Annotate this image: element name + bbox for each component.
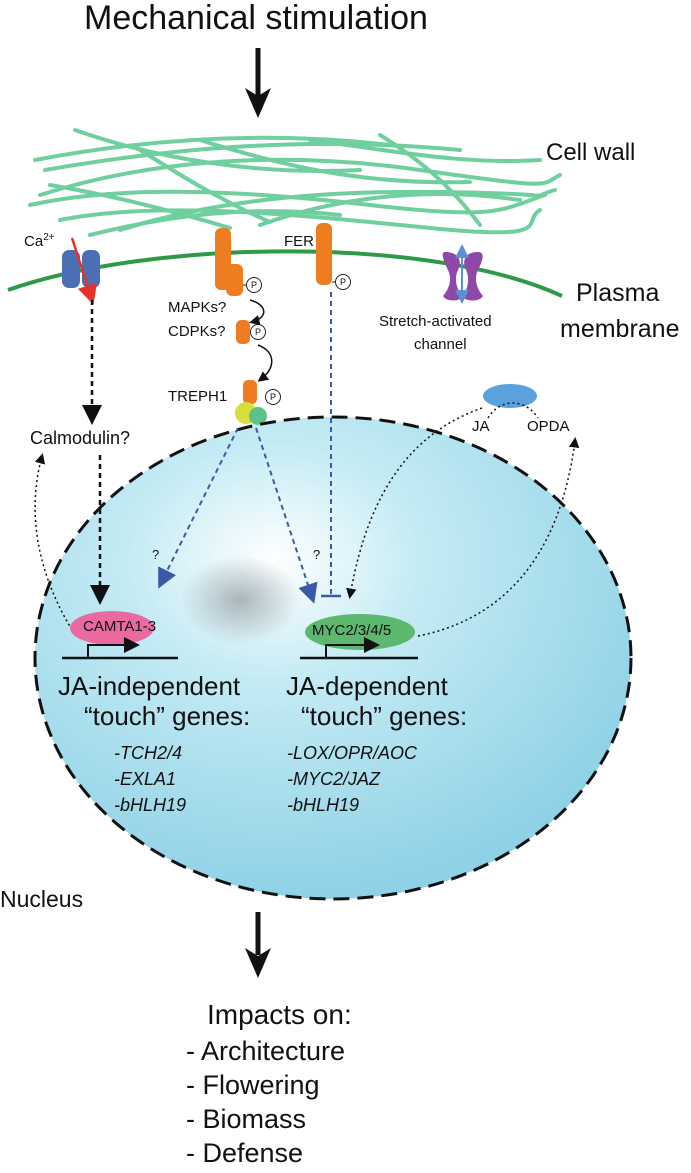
stimulus-arrow — [245, 48, 271, 118]
cdpk-kinase-icon — [236, 320, 250, 344]
promoter-dependent-icon — [300, 637, 418, 660]
phospho-badge: P — [335, 274, 351, 290]
label-nucleus: Nucleus — [0, 886, 84, 912]
promoter-independent-icon — [62, 637, 178, 660]
receptor-kinase-icon — [215, 228, 249, 296]
ja-opda-link — [487, 402, 539, 419]
gene-item: -TCH2/4 — [114, 743, 183, 763]
label-question-left: ? — [152, 547, 160, 562]
cell-wall-fibers — [28, 128, 562, 237]
phospho-cascade-connector — [249, 299, 265, 326]
label-ja: JA — [472, 418, 490, 435]
ja-dependent-subheading: “touch” genes: — [301, 701, 468, 731]
label-treph1: TREPH1 — [168, 388, 228, 405]
gene-item: -bHLH19 — [287, 795, 360, 815]
label-calmodulin: Calmodulin? — [30, 428, 131, 448]
phospho-badge: P — [246, 277, 262, 293]
ja-to-myc-arrow — [346, 407, 483, 599]
gene-item: -EXLA1 — [114, 769, 177, 789]
stretch-channel-icon — [442, 244, 483, 304]
calcium-channel-icon — [62, 237, 100, 305]
diagram-title: Mechanical stimulation — [84, 0, 428, 37]
gene-item: -MYC2/JAZ — [287, 769, 381, 789]
impact-item: - Defense — [186, 1138, 304, 1168]
treph1-to-camta-arrow — [158, 427, 239, 589]
impacts-heading: Impacts on: — [207, 999, 352, 1030]
gene-item: -LOX/OPR/AOC — [287, 743, 418, 763]
ja-dependent-heading: JA-dependent — [286, 671, 448, 701]
myc-to-opda-arrow — [417, 437, 580, 637]
impact-item: - Biomass — [186, 1104, 307, 1134]
label-stretch-activated: Stretch-activated — [379, 313, 492, 330]
label-cell-wall: Cell wall — [546, 139, 636, 166]
myc-oval — [305, 614, 415, 650]
label-opda: OPDA — [527, 418, 570, 435]
label-calcium: Ca2+ — [24, 232, 55, 250]
label-plasma: Plasma — [576, 279, 660, 307]
treph1-to-myc-arrow — [255, 427, 318, 604]
nucleus-shadow — [180, 555, 300, 645]
impact-item: - Flowering — [186, 1070, 320, 1100]
gene-item: -bHLH19 — [114, 795, 187, 815]
label-cdpks: CDPKs? — [168, 323, 226, 340]
label-question-right: ? — [313, 547, 321, 562]
label-mapks: MAPKs? — [168, 299, 227, 316]
label-membrane: membrane — [560, 315, 680, 343]
label-camta: CAMTA1-3 — [83, 618, 157, 635]
label-channel: channel — [414, 336, 467, 353]
label-myc: MYC2/3/4/5 — [312, 622, 392, 639]
ja-independent-subheading: “touch” genes: — [84, 701, 251, 731]
phospho-cascade-connector — [257, 344, 273, 382]
ja-independent-heading: JA-independent — [58, 671, 241, 701]
treph1-kinase-icon — [243, 380, 257, 404]
label-fer: FER — [284, 233, 314, 250]
impact-item: - Architecture — [186, 1036, 346, 1066]
phospho-badge: P — [265, 389, 281, 405]
phospho-badge: P — [250, 324, 266, 340]
impacts-arrow — [245, 912, 271, 978]
treph1-partner-green — [249, 407, 267, 425]
ja-blob — [483, 384, 537, 408]
camta-oval — [70, 611, 154, 645]
